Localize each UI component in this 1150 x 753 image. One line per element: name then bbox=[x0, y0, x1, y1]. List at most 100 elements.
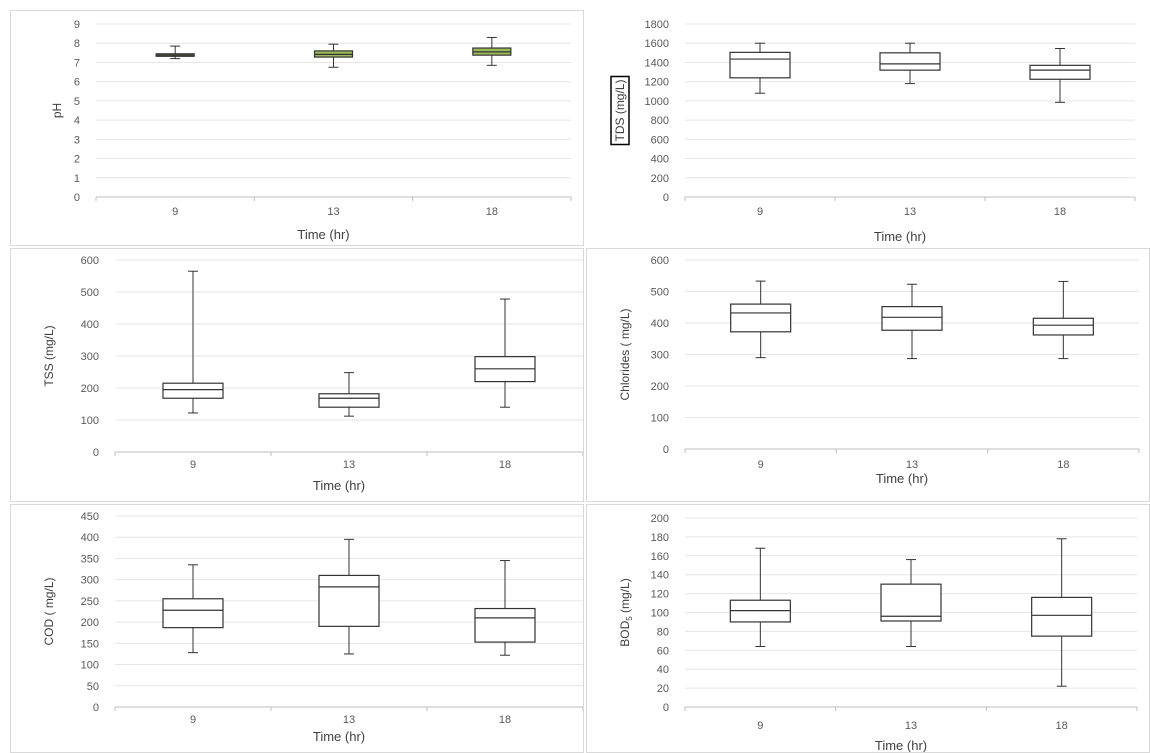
y-tick-label: 400 bbox=[651, 318, 669, 330]
box-iqr bbox=[1031, 596, 1093, 637]
y-tick-label: 160 bbox=[651, 551, 669, 563]
y-axis-title-frame bbox=[610, 75, 630, 146]
box-iqr bbox=[162, 382, 224, 399]
y-tick-label: 1000 bbox=[645, 96, 669, 108]
y-tick-label: 300 bbox=[81, 351, 99, 363]
y-tick-label: 0 bbox=[93, 447, 99, 459]
y-tick-label: 200 bbox=[651, 173, 669, 185]
y-tick-label: 0 bbox=[663, 444, 669, 456]
y-tick-label: 7 bbox=[74, 57, 80, 69]
y-tick-label: 2 bbox=[74, 154, 80, 166]
x-tick-label: 9 bbox=[190, 714, 196, 726]
y-tick-label: 140 bbox=[651, 570, 669, 582]
y-tick-label: 40 bbox=[657, 664, 669, 676]
y-tick-label: 20 bbox=[657, 683, 669, 695]
y-tick-label: 200 bbox=[81, 617, 99, 629]
y-tick-label: 120 bbox=[651, 589, 669, 601]
x-tick-label: 9 bbox=[757, 720, 763, 732]
y-tick-label: 200 bbox=[651, 513, 669, 525]
ph-chart-panel: 0 1 2 3 4 5 6 7 8 9 9 13 18 Time (hr) pH bbox=[10, 10, 584, 246]
chlorides-boxplot: 0 100 200 300 400 500 600 9 13 18 Time (hr) Chlorid… bbox=[618, 255, 1140, 486]
y-tick-label: 6 bbox=[74, 77, 80, 89]
y-axis-title: TSS (mg/L) bbox=[42, 325, 56, 386]
x-tick-label: 18 bbox=[1057, 459, 1069, 471]
y-tick-label: 4 bbox=[74, 115, 80, 127]
y-tick-label: 0 bbox=[74, 192, 80, 204]
y-tick-label: 600 bbox=[651, 255, 669, 267]
x-tick-label: 9 bbox=[758, 459, 764, 471]
y-tick-label: 400 bbox=[81, 319, 99, 331]
y-tick-label: 200 bbox=[651, 381, 669, 393]
x-tick-label: 9 bbox=[190, 459, 196, 471]
y-tick-label: 300 bbox=[651, 350, 669, 362]
y-tick-label: 9 bbox=[74, 19, 80, 31]
box-iqr bbox=[879, 52, 941, 71]
y-axis-title: pH bbox=[50, 103, 64, 118]
y-tick-label: 400 bbox=[651, 154, 669, 166]
y-tick-label: 100 bbox=[651, 413, 669, 425]
y-tick-label: 180 bbox=[651, 532, 669, 544]
y-tick-label: 1200 bbox=[645, 77, 669, 89]
box-iqr bbox=[880, 583, 942, 622]
x-tick-label: 18 bbox=[1056, 720, 1068, 732]
y-tick-label: 800 bbox=[651, 115, 669, 127]
y-tick-label: 60 bbox=[657, 645, 669, 657]
x-axis-title: Time (hr) bbox=[876, 471, 928, 486]
x-axis-title: Time (hr) bbox=[875, 738, 927, 753]
ph-boxplot: 0 1 2 3 4 5 6 7 8 9 9 13 18 Time (hr) pH bbox=[50, 19, 572, 242]
y-tick-label: 500 bbox=[81, 287, 99, 299]
x-tick-label: 9 bbox=[172, 206, 178, 218]
tds-boxplot: 0 200 400 600 800 1000 1200 1400 1600 1800 9 13 18 Ti… bbox=[610, 19, 1136, 244]
x-tick-label: 13 bbox=[906, 459, 918, 471]
box-iqr bbox=[318, 574, 380, 627]
y-tick-label: 1400 bbox=[645, 57, 669, 69]
x-axis-title: Time (hr) bbox=[874, 229, 926, 244]
y-tick-label: 50 bbox=[87, 681, 99, 693]
y-tick-label: 350 bbox=[81, 553, 99, 565]
y-tick-label: 250 bbox=[81, 596, 99, 608]
x-tick-label: 18 bbox=[1054, 206, 1066, 218]
x-tick-label: 18 bbox=[486, 206, 498, 218]
x-tick-label: 13 bbox=[904, 206, 916, 218]
bod-chart-panel: 0 20 40 60 80 100 120 140 160 180 200 9 13 18 Time (hr… bbox=[586, 504, 1150, 753]
box-iqr bbox=[881, 306, 943, 331]
tds-chart-panel: 0 200 400 600 800 1000 1200 1400 1600 1800 9 13 18 Ti… bbox=[586, 10, 1150, 246]
y-axis-title: COD ( mg/L) bbox=[42, 577, 56, 645]
y-axis-title: Chlorides ( mg/L) bbox=[618, 308, 632, 400]
x-axis-title: Time (hr) bbox=[313, 729, 365, 744]
y-tick-label: 80 bbox=[657, 626, 669, 638]
y-tick-label: 600 bbox=[81, 255, 99, 267]
box-iqr bbox=[1029, 64, 1091, 80]
y-axis-title: TDS (mg/L) bbox=[613, 79, 627, 141]
box-iqr bbox=[474, 607, 536, 643]
y-tick-label: 5 bbox=[74, 96, 80, 108]
bod-boxplot: 0 20 40 60 80 100 120 140 160 180 200 9 13 18 Time (hr… bbox=[618, 513, 1138, 753]
y-tick-label: 200 bbox=[81, 383, 99, 395]
y-tick-label: 400 bbox=[81, 532, 99, 544]
y-tick-label: 0 bbox=[663, 702, 669, 714]
y-tick-label: 100 bbox=[81, 415, 99, 427]
box-iqr bbox=[162, 598, 224, 629]
y-tick-label: 1800 bbox=[645, 19, 669, 31]
y-tick-label: 100 bbox=[651, 608, 669, 620]
y-tick-label: 3 bbox=[74, 134, 80, 146]
x-tick-label: 18 bbox=[499, 714, 511, 726]
y-tick-label: 300 bbox=[81, 575, 99, 587]
y-tick-label: 0 bbox=[93, 702, 99, 714]
box-iqr bbox=[729, 51, 791, 79]
y-tick-label: 450 bbox=[81, 511, 99, 523]
cod-chart-panel: 0 50 100 150 200 250 300 350 400 450 9 13 18 Time (hr… bbox=[10, 504, 584, 753]
y-tick-label: 100 bbox=[81, 660, 99, 672]
x-tick-label: 13 bbox=[343, 714, 355, 726]
box-iqr bbox=[318, 393, 380, 408]
tss-chart-panel: 0 100 200 300 400 500 600 9 13 18 Time (hr) TSS (mg… bbox=[10, 248, 584, 502]
y-axis-title: BOD5 (mg/L) bbox=[618, 578, 634, 646]
y-tick-label: 0 bbox=[663, 192, 669, 204]
y-tick-label: 150 bbox=[81, 638, 99, 650]
x-tick-label: 9 bbox=[757, 206, 763, 218]
x-tick-label: 18 bbox=[499, 459, 511, 471]
y-tick-label: 600 bbox=[651, 134, 669, 146]
chlorides-chart-panel: 0 100 200 300 400 500 600 9 13 18 Time (hr) Chlorid… bbox=[586, 248, 1150, 502]
x-tick-label: 13 bbox=[327, 206, 339, 218]
x-tick-label: 13 bbox=[905, 720, 917, 732]
